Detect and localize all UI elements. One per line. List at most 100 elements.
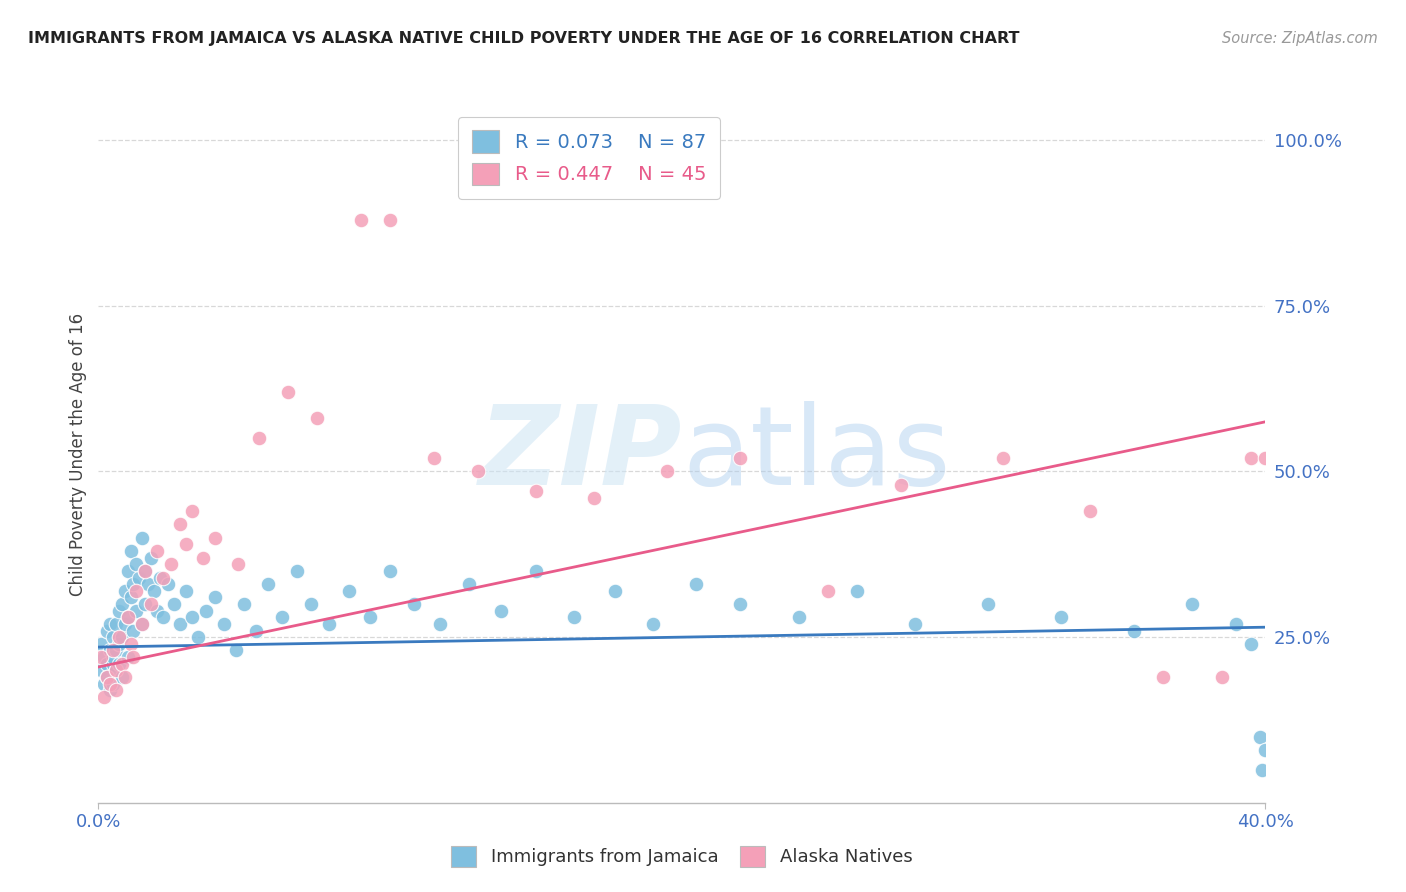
Point — [117, 610, 139, 624]
Point — [730, 597, 752, 611]
Point — [1254, 451, 1277, 466]
Point — [817, 583, 839, 598]
Point — [128, 570, 150, 584]
Text: ZIP: ZIP — [478, 401, 682, 508]
Point — [134, 564, 156, 578]
Point — [108, 637, 131, 651]
Point — [104, 643, 127, 657]
Point — [108, 630, 131, 644]
Point — [489, 604, 512, 618]
Point — [101, 643, 124, 657]
Point — [458, 577, 481, 591]
Point — [125, 558, 148, 572]
Point — [180, 610, 202, 624]
Point — [122, 577, 145, 591]
Point — [429, 616, 451, 631]
Text: IMMIGRANTS FROM JAMAICA VS ALASKA NATIVE CHILD POVERTY UNDER THE AGE OF 16 CORRE: IMMIGRANTS FROM JAMAICA VS ALASKA NATIVE… — [28, 31, 1019, 46]
Point — [111, 597, 134, 611]
Point — [101, 650, 124, 665]
Point — [169, 616, 191, 631]
Point — [1249, 730, 1271, 744]
Point — [204, 531, 226, 545]
Point — [139, 550, 162, 565]
Point — [1240, 451, 1263, 466]
Point — [380, 564, 402, 578]
Point — [307, 411, 329, 425]
Point — [163, 597, 186, 611]
Point — [187, 630, 209, 644]
Point — [96, 670, 118, 684]
Point — [111, 670, 134, 684]
Point — [96, 657, 118, 671]
Point — [125, 604, 148, 618]
Point — [562, 610, 585, 624]
Point — [93, 690, 115, 704]
Point — [787, 610, 810, 624]
Point — [104, 663, 127, 677]
Point — [204, 591, 226, 605]
Point — [423, 451, 446, 466]
Point — [98, 676, 121, 690]
Point — [146, 604, 169, 618]
Point — [467, 465, 489, 479]
Point — [101, 676, 124, 690]
Point — [685, 577, 707, 591]
Point — [641, 616, 664, 631]
Point — [122, 650, 145, 665]
Point — [890, 477, 912, 491]
Point — [1211, 670, 1233, 684]
Point — [136, 577, 159, 591]
Point — [1254, 743, 1277, 757]
Point — [104, 663, 127, 677]
Point — [96, 670, 118, 684]
Point — [134, 564, 156, 578]
Point — [111, 630, 134, 644]
Point — [977, 597, 1000, 611]
Point — [277, 384, 299, 399]
Point — [256, 577, 278, 591]
Point — [174, 583, 197, 598]
Point — [193, 550, 215, 565]
Point — [180, 504, 202, 518]
Point — [90, 637, 112, 651]
Point — [195, 604, 218, 618]
Point — [93, 650, 115, 665]
Point — [98, 643, 121, 657]
Point — [846, 583, 869, 598]
Point — [152, 570, 174, 584]
Point — [111, 657, 134, 671]
Point — [90, 650, 112, 665]
Point — [93, 676, 115, 690]
Point — [318, 616, 340, 631]
Point — [98, 616, 121, 631]
Point — [149, 570, 172, 584]
Point — [101, 630, 124, 644]
Point — [114, 670, 136, 684]
Point — [131, 616, 153, 631]
Y-axis label: Child Poverty Under the Age of 16: Child Poverty Under the Age of 16 — [69, 313, 87, 597]
Point — [904, 616, 927, 631]
Point — [583, 491, 606, 505]
Text: atlas: atlas — [682, 401, 950, 508]
Point — [160, 558, 183, 572]
Point — [730, 451, 752, 466]
Point — [299, 597, 322, 611]
Point — [108, 657, 131, 671]
Point — [122, 624, 145, 638]
Point — [114, 583, 136, 598]
Text: Source: ZipAtlas.com: Source: ZipAtlas.com — [1222, 31, 1378, 46]
Point — [120, 637, 142, 651]
Point — [1123, 624, 1146, 638]
Point — [524, 564, 547, 578]
Point — [228, 558, 250, 572]
Point — [134, 597, 156, 611]
Point — [117, 564, 139, 578]
Point — [96, 624, 118, 638]
Point — [104, 616, 127, 631]
Point — [1240, 637, 1263, 651]
Point — [90, 663, 112, 677]
Point — [98, 683, 121, 698]
Point — [991, 451, 1014, 466]
Point — [337, 583, 360, 598]
Point — [1050, 610, 1073, 624]
